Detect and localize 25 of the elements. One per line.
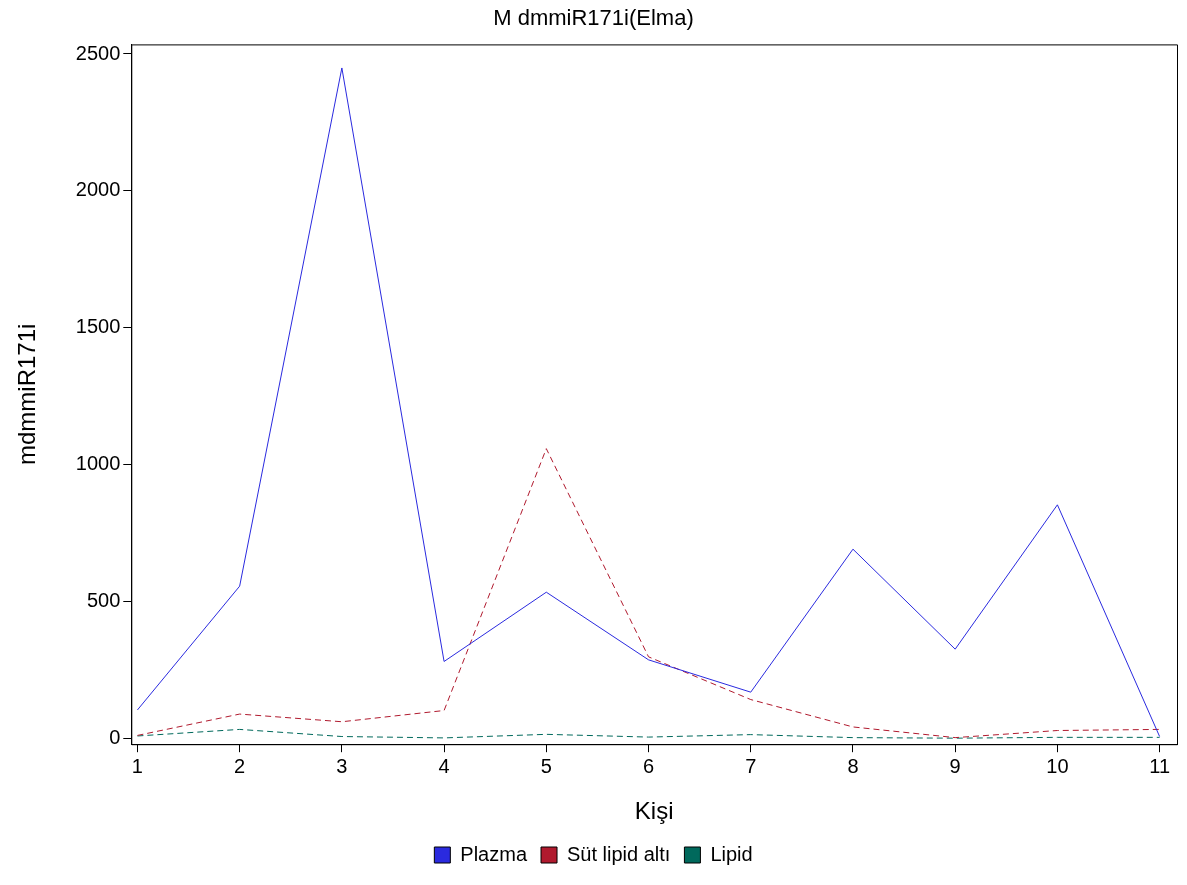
chart-title: M dmmiR171i(Elma) [493, 5, 694, 31]
x-tick-label: 3 [336, 754, 348, 777]
legend-label: Plazma [460, 842, 528, 865]
legend-label: Süt lipid altı [567, 842, 671, 865]
x-tick-label: 7 [745, 754, 757, 777]
x-tick-label: 8 [847, 754, 859, 777]
y-tick-label: 2500 [75, 41, 121, 64]
y-tick-label: 0 [109, 726, 121, 749]
y-tick-label: 500 [86, 589, 121, 612]
x-tick-label: 11 [1149, 754, 1171, 777]
x-tick-label: 9 [949, 754, 961, 777]
y-tick-label: 2000 [75, 178, 121, 201]
x-axis-title: Kişi [634, 797, 674, 825]
y-tick-label: 1000 [75, 452, 121, 475]
y-tick-label: 1500 [75, 315, 121, 338]
x-tick-label: 2 [234, 754, 246, 777]
line-series [136, 448, 1161, 739]
x-tick-label: 4 [438, 754, 450, 777]
legend-label: Lipid [710, 842, 753, 865]
x-tick-label: 5 [540, 754, 552, 777]
line-series [136, 728, 1161, 739]
x-tick-label: 6 [642, 754, 655, 777]
y-axis-title: mdmmiR171i [13, 323, 41, 465]
x-tick-label: 10 [1046, 754, 1069, 777]
x-tick-label: 1 [131, 754, 143, 777]
